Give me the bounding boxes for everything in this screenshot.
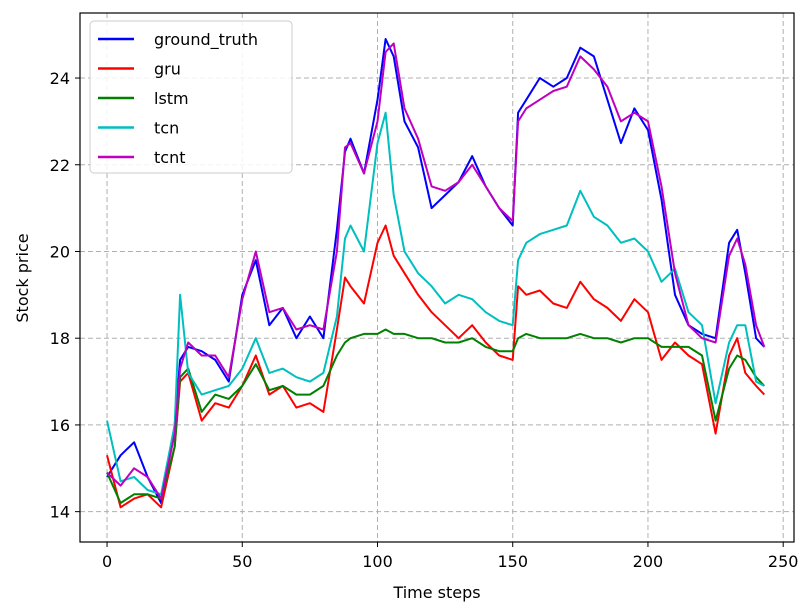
series-line-tcn	[106, 111, 765, 496]
legend-label: ground_truth	[154, 30, 258, 50]
legend-label: tcnt	[154, 148, 185, 167]
y-tick-label: 20	[50, 242, 70, 261]
y-axis: 14 16 18 20 22 24	[50, 69, 80, 522]
x-axis-label: Time steps	[392, 583, 480, 602]
series-line-lstm	[106, 328, 766, 504]
y-axis-label: Stock price	[13, 233, 32, 322]
y-tick-label: 22	[50, 156, 70, 175]
series-line-gru	[106, 224, 766, 509]
legend-label: gru	[154, 60, 181, 79]
plot-frame	[79, 12, 795, 543]
y-tick-label: 16	[50, 416, 70, 435]
x-tick-label: 200	[633, 552, 664, 571]
y-tick-label: 18	[50, 329, 70, 348]
legend-box	[89, 20, 293, 174]
x-axis: 0 50 100 150 200 250	[102, 542, 799, 571]
series-line-ground-truth	[106, 38, 766, 504]
x-tick-label: 250	[768, 552, 799, 571]
y-tick-label: 24	[50, 69, 70, 88]
legend-label: tcn	[154, 119, 179, 138]
series-layer	[106, 38, 766, 509]
x-tick-label: 100	[362, 552, 393, 571]
series-line-tcnt	[106, 42, 766, 500]
y-tick-label: 14	[50, 503, 70, 522]
legend-label: lstm	[154, 89, 189, 108]
x-tick-label: 50	[232, 552, 252, 571]
x-tick-label: 150	[497, 552, 528, 571]
x-tick-label: 0	[102, 552, 112, 571]
